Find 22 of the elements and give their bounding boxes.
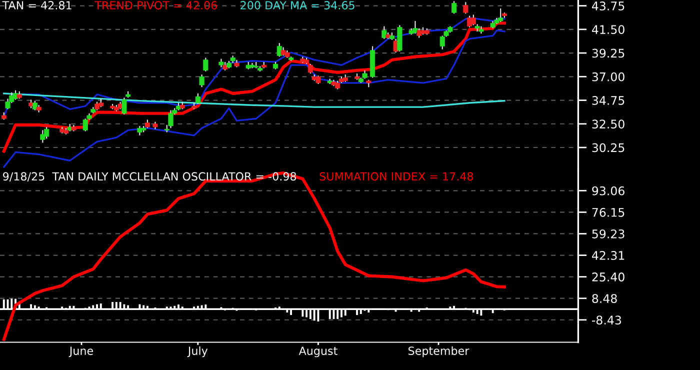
y-tick-label: 32.50	[592, 120, 624, 129]
y-tick-label: 30.25	[592, 143, 624, 152]
y-tick-label: 93.06	[592, 186, 624, 196]
y-tick-label: 76.15	[592, 208, 624, 217]
y-tick-label: 43.75	[592, 1, 624, 10]
y-tick-label: 59.23	[592, 229, 624, 238]
y-tick-label: 8.48	[592, 294, 617, 303]
y-tick-label: 25.40	[592, 272, 624, 282]
x-tick-label: June	[68, 346, 93, 358]
y-tick-label: 34.75	[592, 96, 624, 105]
y-tick-label: 37.00	[592, 72, 624, 82]
y-tick-label: -8.43	[592, 316, 621, 325]
y-tick-label: 41.50	[592, 25, 624, 34]
x-tick-label: August	[298, 346, 338, 358]
chart-title: TAN = 42.81	[2, 1, 72, 10]
text: 200 DAY MA = 34.65	[240, 1, 354, 10]
text: TREND PIVOT = 42.06	[94, 1, 217, 10]
series-label: SUMMATION INDEX = 17.48	[320, 172, 474, 181]
y-tick-label: 39.25	[592, 48, 624, 58]
x-tick-label: September	[408, 346, 470, 358]
y-tick-label: 42.31	[592, 250, 624, 260]
x-tick-label: July	[187, 346, 208, 358]
